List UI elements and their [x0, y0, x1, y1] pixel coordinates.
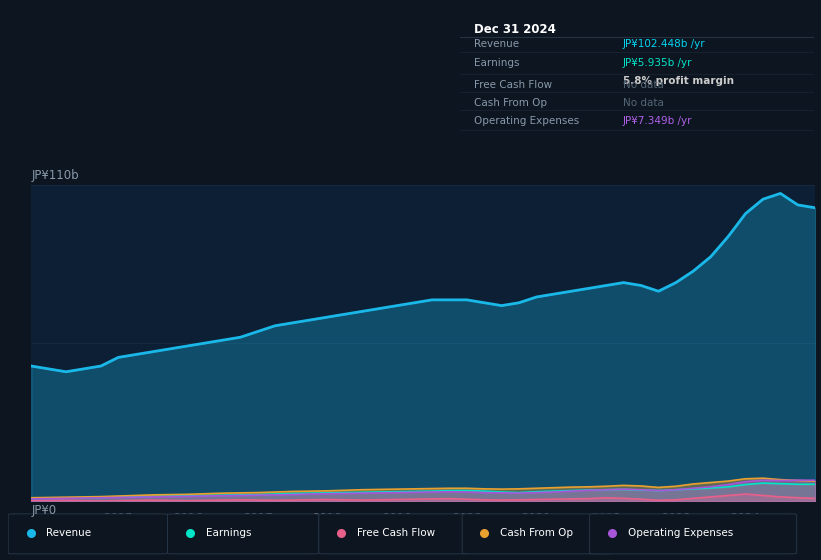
Text: Free Cash Flow: Free Cash Flow	[474, 80, 552, 90]
Text: Revenue: Revenue	[474, 39, 519, 49]
FancyBboxPatch shape	[462, 514, 613, 554]
Text: No data: No data	[623, 80, 664, 90]
Text: Revenue: Revenue	[47, 529, 92, 538]
Text: JP¥7.349b /yr: JP¥7.349b /yr	[623, 116, 692, 127]
FancyBboxPatch shape	[319, 514, 470, 554]
FancyBboxPatch shape	[167, 514, 319, 554]
Text: JP¥110b: JP¥110b	[31, 169, 79, 182]
Text: Cash From Op: Cash From Op	[500, 529, 573, 538]
Text: JP¥0: JP¥0	[31, 504, 57, 517]
Text: Dec 31 2024: Dec 31 2024	[474, 23, 556, 36]
FancyBboxPatch shape	[589, 514, 796, 554]
Text: Earnings: Earnings	[474, 58, 520, 68]
Text: Free Cash Flow: Free Cash Flow	[357, 529, 435, 538]
Text: 5.8% profit margin: 5.8% profit margin	[623, 76, 734, 86]
Text: Operating Expenses: Operating Expenses	[628, 529, 733, 538]
FancyBboxPatch shape	[8, 514, 167, 554]
Text: JP¥102.448b /yr: JP¥102.448b /yr	[623, 39, 705, 49]
Text: Cash From Op: Cash From Op	[474, 99, 547, 108]
Text: Earnings: Earnings	[206, 529, 251, 538]
Text: Operating Expenses: Operating Expenses	[474, 116, 579, 127]
Text: JP¥5.935b /yr: JP¥5.935b /yr	[623, 58, 692, 68]
Text: No data: No data	[623, 99, 664, 108]
